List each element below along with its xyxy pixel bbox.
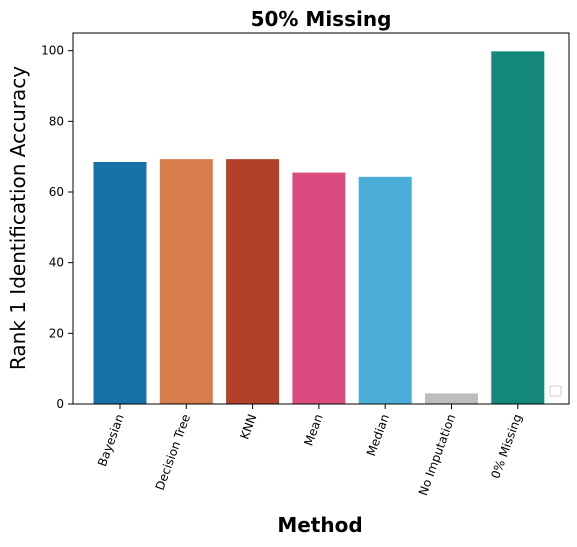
y-tick-label: 40 bbox=[49, 256, 64, 270]
x-axis-label: Method bbox=[277, 513, 362, 537]
plot-frame bbox=[72, 32, 570, 405]
bar-no-imputation bbox=[425, 393, 478, 404]
x-tick-label: Bayesian bbox=[95, 412, 127, 468]
bar-mean bbox=[292, 172, 346, 404]
x-tick-label: Median bbox=[364, 412, 392, 458]
bars-group bbox=[93, 51, 545, 405]
y-tick-label: 100 bbox=[41, 44, 64, 58]
bar-decision-tree bbox=[159, 159, 213, 404]
y-tick-label: 20 bbox=[49, 326, 64, 340]
y-axis-label: Rank 1 Identification Accuracy bbox=[6, 66, 30, 370]
bar-median bbox=[358, 176, 412, 404]
bar-knn bbox=[226, 159, 280, 404]
y-tick-label: 80 bbox=[49, 114, 64, 128]
x-tick-label: Decision Tree bbox=[153, 412, 193, 492]
y-tick-label: 0 bbox=[56, 397, 64, 411]
chart-title: 50% Missing bbox=[251, 7, 392, 31]
x-tick-label: KNN bbox=[237, 412, 259, 441]
y-axis: 0 20 40 60 80 100 bbox=[41, 44, 73, 411]
x-tick-label: Mean bbox=[301, 412, 325, 448]
x-tick-label: No Imputation bbox=[416, 412, 458, 497]
legend-box bbox=[549, 385, 562, 397]
x-axis: Bayesian Decision Tree KNN Mean Median No Imp… bbox=[95, 404, 525, 498]
bar-bayesian bbox=[93, 161, 147, 404]
x-tick-label: 0% Missing bbox=[488, 412, 524, 480]
bar-0-missing bbox=[491, 51, 545, 405]
y-tick-label: 60 bbox=[49, 185, 64, 199]
